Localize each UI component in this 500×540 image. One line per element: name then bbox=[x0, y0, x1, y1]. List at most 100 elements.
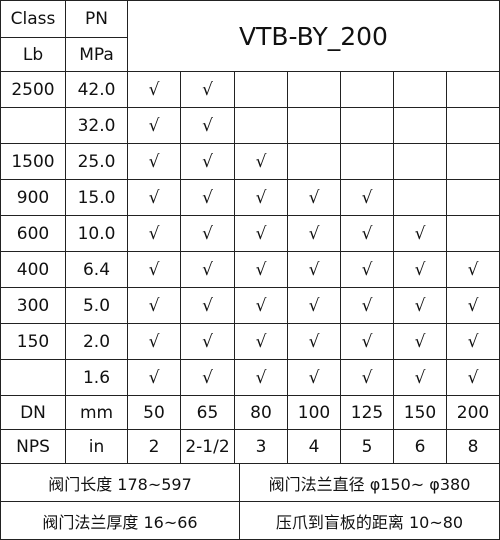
check-cell: √ bbox=[181, 144, 235, 180]
check-cell: √ bbox=[181, 252, 235, 288]
check-cell bbox=[341, 144, 394, 180]
class-cell: 300 bbox=[0, 288, 66, 324]
check-cell: √ bbox=[288, 360, 341, 396]
size-value: 80 bbox=[235, 396, 288, 430]
check-cell: √ bbox=[181, 324, 235, 360]
check-cell: √ bbox=[394, 216, 447, 252]
check-cell: √ bbox=[235, 360, 288, 396]
size-value: 2 bbox=[128, 430, 181, 464]
check-cell: √ bbox=[235, 324, 288, 360]
check-cell: √ bbox=[394, 324, 447, 360]
pn-cell: 5.0 bbox=[66, 288, 128, 324]
check-cell: √ bbox=[128, 108, 181, 144]
check-cell: √ bbox=[341, 252, 394, 288]
check-cell bbox=[447, 180, 500, 216]
check-cell: √ bbox=[235, 252, 288, 288]
size-unit: in bbox=[66, 430, 128, 464]
check-cell bbox=[394, 144, 447, 180]
check-cell bbox=[235, 108, 288, 144]
check-cell: √ bbox=[288, 180, 341, 216]
check-cell: √ bbox=[128, 360, 181, 396]
check-cell: √ bbox=[341, 180, 394, 216]
check-cell: √ bbox=[394, 252, 447, 288]
size-unit: mm bbox=[66, 396, 128, 430]
check-cell: √ bbox=[394, 360, 447, 396]
pn-cell: 42.0 bbox=[66, 72, 128, 108]
check-cell: √ bbox=[128, 72, 181, 108]
check-cell bbox=[394, 72, 447, 108]
footer-cell: 阀门长度 178~597 bbox=[0, 464, 240, 502]
size-value: 6 bbox=[394, 430, 447, 464]
check-cell: √ bbox=[341, 324, 394, 360]
check-cell: √ bbox=[447, 324, 500, 360]
check-cell: √ bbox=[447, 252, 500, 288]
check-cell: √ bbox=[341, 360, 394, 396]
size-value: 8 bbox=[447, 430, 500, 464]
check-cell: √ bbox=[394, 288, 447, 324]
check-cell: √ bbox=[235, 216, 288, 252]
header-pn: PN bbox=[66, 0, 128, 38]
size-label: NPS bbox=[0, 430, 66, 464]
check-cell: √ bbox=[288, 252, 341, 288]
size-value: 65 bbox=[181, 396, 235, 430]
check-cell bbox=[394, 108, 447, 144]
size-value: 2-1/2 bbox=[181, 430, 235, 464]
class-cell: 1500 bbox=[0, 144, 66, 180]
check-cell bbox=[447, 108, 500, 144]
check-cell: √ bbox=[341, 216, 394, 252]
pn-cell: 1.6 bbox=[66, 360, 128, 396]
header-class: Class bbox=[0, 0, 66, 38]
check-cell: √ bbox=[235, 144, 288, 180]
check-cell bbox=[394, 180, 447, 216]
size-value: 150 bbox=[394, 396, 447, 430]
size-value: 125 bbox=[341, 396, 394, 430]
check-cell bbox=[341, 108, 394, 144]
class-cell: 900 bbox=[0, 180, 66, 216]
check-cell bbox=[288, 72, 341, 108]
footer-cell: 压爪到盲板的距离 10~80 bbox=[240, 502, 500, 540]
size-value: 5 bbox=[341, 430, 394, 464]
class-cell bbox=[0, 360, 66, 396]
check-cell: √ bbox=[128, 180, 181, 216]
pn-cell: 6.4 bbox=[66, 252, 128, 288]
table-title: VTB-BY_200 bbox=[128, 0, 500, 72]
check-cell: √ bbox=[128, 288, 181, 324]
check-cell: √ bbox=[288, 288, 341, 324]
check-cell: √ bbox=[128, 144, 181, 180]
pn-cell: 2.0 bbox=[66, 324, 128, 360]
footer-cell: 阀门法兰厚度 16~66 bbox=[0, 502, 240, 540]
check-cell bbox=[447, 72, 500, 108]
pn-cell: 15.0 bbox=[66, 180, 128, 216]
size-value: 200 bbox=[447, 396, 500, 430]
check-cell: √ bbox=[128, 324, 181, 360]
check-cell: √ bbox=[235, 180, 288, 216]
class-cell: 400 bbox=[0, 252, 66, 288]
check-cell: √ bbox=[447, 360, 500, 396]
check-cell bbox=[341, 72, 394, 108]
pn-cell: 10.0 bbox=[66, 216, 128, 252]
class-cell: 2500 bbox=[0, 72, 66, 108]
header-class-unit: Lb bbox=[0, 38, 66, 72]
check-cell: √ bbox=[447, 288, 500, 324]
check-cell: √ bbox=[181, 180, 235, 216]
check-cell: √ bbox=[181, 72, 235, 108]
check-cell: √ bbox=[288, 324, 341, 360]
check-cell: √ bbox=[128, 216, 181, 252]
check-cell bbox=[288, 108, 341, 144]
check-cell bbox=[288, 144, 341, 180]
class-cell: 600 bbox=[0, 216, 66, 252]
class-cell bbox=[0, 108, 66, 144]
pn-cell: 32.0 bbox=[66, 108, 128, 144]
check-cell bbox=[235, 72, 288, 108]
check-cell: √ bbox=[181, 288, 235, 324]
check-cell: √ bbox=[288, 216, 341, 252]
size-value: 4 bbox=[288, 430, 341, 464]
size-value: 100 bbox=[288, 396, 341, 430]
class-cell: 150 bbox=[0, 324, 66, 360]
check-cell bbox=[447, 216, 500, 252]
pn-cell: 25.0 bbox=[66, 144, 128, 180]
check-cell: √ bbox=[181, 360, 235, 396]
size-value: 3 bbox=[235, 430, 288, 464]
check-cell: √ bbox=[181, 108, 235, 144]
